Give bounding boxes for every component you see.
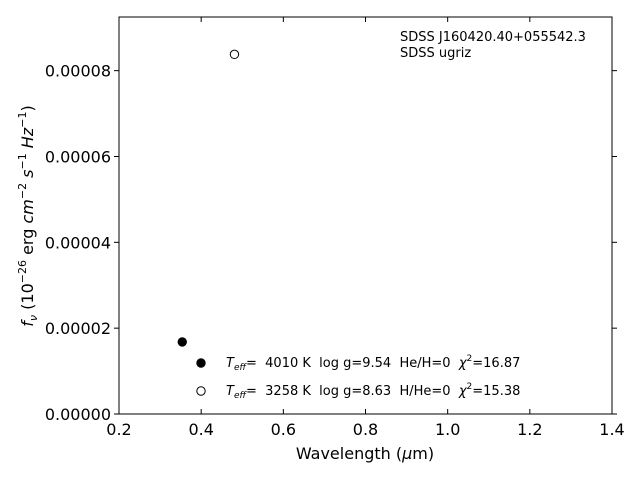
legend-marker-open [196, 386, 206, 396]
data-points [177, 49, 240, 347]
x-tick-label: 0.8 [353, 420, 378, 439]
annotation-filters: SDSS ugriz [400, 46, 471, 61]
legend: Teff= 4010 K log g=9.54 He/H=0 χ2=16.87 … [196, 354, 520, 401]
y-tick-label: 0.00008 [45, 62, 111, 81]
y-axis-title: fν (10−26 erg cm−2 s−1 Hz−1) [16, 105, 40, 326]
x-tick-label: 1.4 [599, 420, 624, 439]
y-tick-label: 0.00002 [45, 319, 111, 338]
y-axis-ticks: 0.00000 0.00002 0.00004 0.00006 0.00008 [45, 62, 617, 424]
x-tick-label: 1.2 [517, 420, 542, 439]
x-tick-label: 1.0 [435, 420, 460, 439]
data-point-filled [177, 337, 187, 347]
x-tick-label: 0.4 [188, 420, 213, 439]
y-tick-label: 0.00004 [45, 233, 111, 252]
y-tick-label: 0.00006 [45, 147, 111, 166]
y-tick-label: 0.00000 [45, 405, 111, 424]
legend-marker-filled [196, 358, 206, 368]
plot-frame [118, 16, 613, 415]
legend-entry-2: Teff= 3258 K log g=8.63 H/He=0 χ2=15.38 [226, 382, 520, 401]
x-tick-label: 0.6 [271, 420, 296, 439]
x-axis-title: Wavelength (μm) [296, 444, 434, 463]
legend-entry-1: Teff= 4010 K log g=9.54 He/H=0 χ2=16.87 [226, 354, 520, 373]
x-axis-ticks: 0.2 0.4 0.6 0.8 1.0 1.2 1.4 [106, 17, 625, 439]
data-point-open [229, 49, 240, 60]
x-tick-label: 0.2 [106, 420, 131, 439]
annotation-object: SDSS J160420.40+055542.3 [400, 30, 586, 45]
